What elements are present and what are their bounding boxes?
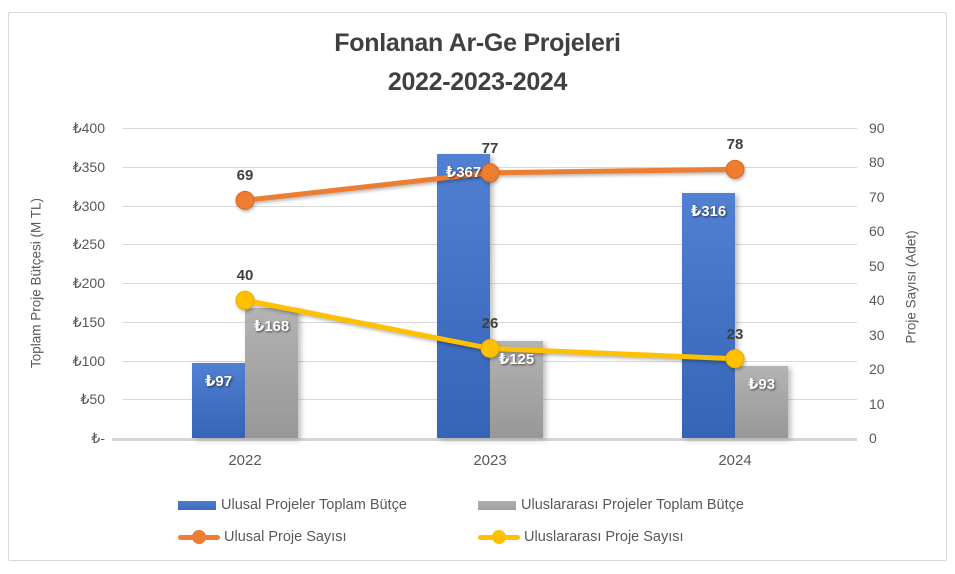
bar-data-label: ₺97 xyxy=(204,372,233,390)
line-data-label: 78 xyxy=(726,136,744,154)
bar-ulusal-projeler-toplam-b-t-e-2023 xyxy=(437,153,490,438)
chart-title: Fonlanan Ar-Ge Projeleri 2022-2023-2024 xyxy=(0,24,955,102)
y2-axis-tick-label: 40 xyxy=(869,292,885,309)
x-axis-category-label: 2023 xyxy=(473,452,507,469)
line-data-label: 26 xyxy=(481,315,499,333)
legend-label: Ulusal Projeler Toplam Bütçe xyxy=(221,497,407,513)
chart-title-line1: Fonlanan Ar-Ge Projeleri xyxy=(334,29,621,57)
line-data-label: 23 xyxy=(726,325,744,343)
bar-data-label: ₺316 xyxy=(690,203,727,221)
y2-axis-tick-label: 20 xyxy=(869,361,885,378)
y-axis-tick-label: ₺400 xyxy=(72,120,105,136)
left-axis-title: Toplam Proje Bütçesi (M TL) xyxy=(28,197,44,369)
gridline xyxy=(123,244,857,246)
y-axis-tick-label: ₺350 xyxy=(72,158,105,175)
legend-item-ulusal-projeler-toplam-b-t-e: Ulusal Projeler Toplam Bütçe xyxy=(178,496,407,514)
gridline xyxy=(123,283,857,284)
line-data-label: 40 xyxy=(236,267,254,285)
legend-label: Uluslararası Proje Sayısı xyxy=(524,529,684,545)
y-axis-tick-label: ₺300 xyxy=(72,197,105,214)
legend-marker-dot xyxy=(192,530,206,544)
y2-axis-tick-label: 70 xyxy=(869,188,885,205)
bar-data-label: ₺93 xyxy=(747,375,776,393)
x-axis-line xyxy=(112,438,857,441)
bar-data-label: ₺168 xyxy=(253,317,290,335)
legend-marker-dot xyxy=(492,530,506,544)
legend-item-uluslararas-proje-say-s: Uluslararası Proje Sayısı xyxy=(478,528,684,546)
y-axis-tick-label: ₺250 xyxy=(72,236,105,253)
legend-swatch-ulusal-projeler-toplam-b-t-e xyxy=(178,500,216,510)
bar-ulusal-projeler-toplam-b-t-e-2024 xyxy=(682,193,735,438)
y-axis-tick-label: ₺150 xyxy=(72,313,105,330)
bar-uluslararas-projeler-toplam-b-t-e-2024 xyxy=(735,365,788,438)
line-data-label: 69 xyxy=(236,167,254,185)
y-axis-tick-label: ₺100 xyxy=(72,352,105,369)
y-axis-tick-label: ₺50 xyxy=(80,391,105,408)
y2-axis-tick-label: 10 xyxy=(869,395,885,412)
line-data-label: 77 xyxy=(481,139,499,157)
y2-axis-tick-label: 60 xyxy=(869,223,885,240)
y-axis-tick-label: ₺200 xyxy=(72,275,105,291)
y-axis-tick-label: ₺- xyxy=(91,430,105,446)
x-axis-category-label: 2024 xyxy=(718,452,752,469)
legend-swatch-uluslararas-projeler-toplam-b-t-e xyxy=(478,500,516,510)
legend-item-ulusal-proje-say-s: Ulusal Proje Sayısı xyxy=(178,528,347,546)
legend-swatch-uluslararas-proje-say-s xyxy=(478,530,520,544)
legend-swatch-ulusal-proje-say-s xyxy=(178,530,220,544)
gridline xyxy=(123,128,857,129)
bar-ulusal-projeler-toplam-b-t-e-2022 xyxy=(192,362,245,438)
legend-label: Ulusal Proje Sayısı xyxy=(224,529,347,545)
legend-label: Uluslararası Projeler Toplam Bütçe xyxy=(521,497,744,513)
y2-axis-tick-label: 50 xyxy=(869,257,885,274)
y2-axis-tick-label: 30 xyxy=(869,326,885,343)
y2-axis-tick-label: 80 xyxy=(869,154,885,171)
y2-axis-tick-label: 90 xyxy=(869,120,885,136)
gridline xyxy=(123,205,857,207)
right-axis-title: Proje Sayısı (Adet) xyxy=(903,230,919,344)
bar-data-label: ₺125 xyxy=(498,351,535,369)
y2-axis-tick-label: 0 xyxy=(869,430,877,446)
chart-title-line2: 2022-2023-2024 xyxy=(387,68,568,96)
x-axis-category-label: 2022 xyxy=(228,452,262,469)
legend-item-uluslararas-projeler-toplam-b-t-e: Uluslararası Projeler Toplam Bütçe xyxy=(478,496,744,514)
bar-data-label: ₺367 xyxy=(445,163,482,181)
